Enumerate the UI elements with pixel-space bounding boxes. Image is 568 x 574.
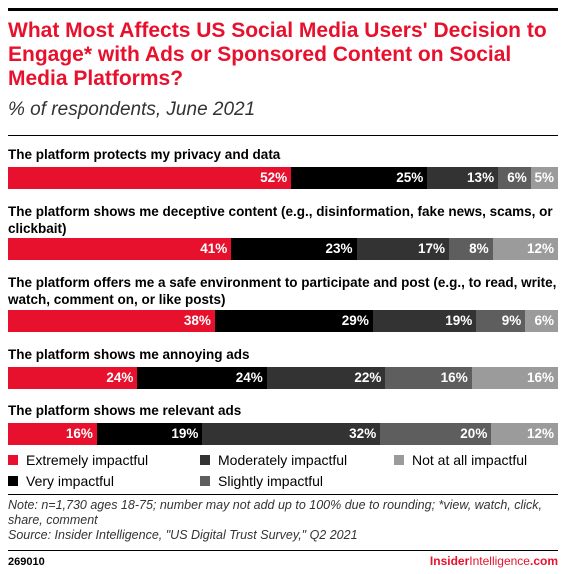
data-label: 52% <box>260 170 288 185</box>
data-label: 29% <box>341 313 369 328</box>
source-text: Source: Insider Intelligence, "US Digita… <box>8 528 358 542</box>
data-label: 8% <box>469 241 489 256</box>
bar-segment <box>385 367 472 389</box>
bar-segment <box>231 238 357 260</box>
bar-segment <box>491 423 558 445</box>
bar-segment <box>471 367 558 389</box>
bar-segment <box>8 238 232 260</box>
data-label: 6% <box>507 170 527 185</box>
legend-label: Very impactful <box>26 473 114 489</box>
bar-segment <box>372 310 477 332</box>
data-label: 19% <box>445 313 473 328</box>
bar-segment <box>8 310 215 332</box>
bar-segment <box>498 167 531 189</box>
header-divider <box>8 135 558 136</box>
data-label: 19% <box>171 426 199 441</box>
chart-id: 269010 <box>8 556 45 568</box>
data-label: 17% <box>418 241 446 256</box>
data-label: 16% <box>65 426 93 441</box>
top-rule <box>8 8 558 11</box>
bar-segment <box>380 423 492 445</box>
category-label: The platform offers me a safe environmen… <box>8 275 557 307</box>
data-label: 9% <box>501 313 522 328</box>
category-label: The platform protects my privacy and dat… <box>8 147 281 162</box>
legend-swatch <box>200 455 210 465</box>
legend-item-extremely-impactful: Extremely impactful <box>8 452 148 468</box>
brand-suffix: .com <box>529 554 558 568</box>
bar-segment <box>266 367 386 389</box>
data-label: 32% <box>349 426 377 441</box>
legend-swatch <box>394 455 404 465</box>
bar-segment <box>492 238 558 260</box>
bar-segment <box>96 423 203 445</box>
legend-item-not-at-all-impactful: Not at all impactful <box>394 452 527 468</box>
legend-label: Extremely impactful <box>26 452 149 468</box>
bar-segment <box>8 367 138 389</box>
footnote: Note: n=1,730 ages 18-75; number may not… <box>8 498 560 543</box>
bar-segment <box>530 167 558 189</box>
data-label: 20% <box>460 426 488 441</box>
data-label: 5% <box>534 170 554 185</box>
bar-segment <box>202 423 381 445</box>
data-label: 6% <box>534 313 554 328</box>
footer-divider <box>8 494 558 495</box>
bar-segment <box>476 310 526 332</box>
bar-segment <box>449 238 493 260</box>
bar-segment <box>427 167 499 189</box>
data-label: 12% <box>526 241 554 256</box>
category-label: The platform shows me relevant ads <box>8 403 242 418</box>
data-label: 16% <box>526 370 554 385</box>
legend-swatch <box>8 455 18 465</box>
bar-segment <box>356 238 450 260</box>
legend-label: Not at all impactful <box>412 452 528 468</box>
data-label: 25% <box>396 170 424 185</box>
bottom-divider <box>8 550 558 551</box>
note-text: Note: n=1,730 ages 18-75; number may not… <box>8 498 543 527</box>
bar-segment <box>8 167 292 189</box>
brand-thin: Intelligence <box>469 554 530 568</box>
bar-segment <box>291 167 428 189</box>
legend-item-slightly-impactful: Slightly impactful <box>200 473 323 489</box>
data-label: 24% <box>106 370 134 385</box>
data-label: 16% <box>440 370 468 385</box>
brand-bold: Insider <box>429 554 470 568</box>
data-label: 41% <box>200 241 228 256</box>
bar-segment <box>8 423 97 445</box>
data-label: 24% <box>235 370 263 385</box>
chart-title: What Most Affects US Social Media Users'… <box>8 19 547 90</box>
data-label: 12% <box>526 426 554 441</box>
chart-subtitle: % of respondents, June 2021 <box>8 99 256 120</box>
data-label: 23% <box>325 241 353 256</box>
bar-segment <box>214 310 373 332</box>
data-label: 38% <box>183 313 211 328</box>
bar-segment <box>525 310 558 332</box>
legend-swatch <box>200 476 210 486</box>
category-label: The platform shows me deceptive content … <box>8 204 553 236</box>
legend-label: Moderately impactful <box>218 452 348 468</box>
data-label: 22% <box>354 370 382 385</box>
brand-logo: InsiderIntelligence.com <box>430 554 558 568</box>
bar-segment <box>137 367 267 389</box>
legend-item-very-impactful: Very impactful <box>8 473 114 489</box>
data-label: 13% <box>467 170 495 185</box>
category-label: The platform shows me annoying ads <box>8 347 250 362</box>
legend-swatch <box>8 476 18 486</box>
legend-item-moderately-impactful: Moderately impactful <box>200 452 347 468</box>
legend-label: Slightly impactful <box>218 473 324 489</box>
